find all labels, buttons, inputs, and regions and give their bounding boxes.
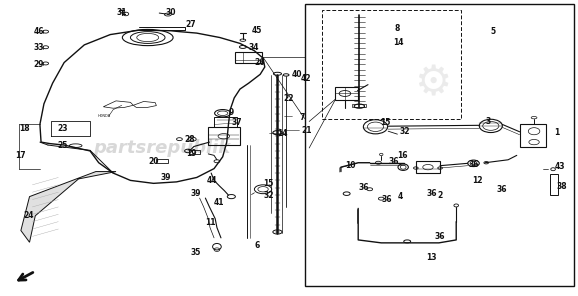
- Text: 1: 1: [554, 128, 560, 137]
- Text: 45: 45: [251, 26, 262, 35]
- Text: 36: 36: [469, 160, 479, 169]
- Text: 2: 2: [438, 191, 443, 200]
- Text: 5: 5: [491, 27, 496, 36]
- Text: 27: 27: [185, 20, 196, 29]
- Text: HONDA: HONDA: [98, 114, 111, 118]
- Text: 15: 15: [264, 179, 274, 189]
- Text: 39: 39: [191, 189, 202, 198]
- Text: 3: 3: [485, 117, 490, 126]
- Text: 42: 42: [301, 74, 311, 83]
- Bar: [208, 127, 240, 145]
- Text: 26: 26: [254, 58, 265, 67]
- Text: 12: 12: [472, 176, 483, 185]
- Text: 37: 37: [231, 118, 242, 128]
- Text: 6: 6: [254, 241, 260, 250]
- Text: 28: 28: [184, 135, 195, 144]
- Text: 8: 8: [395, 24, 400, 33]
- Text: 16: 16: [398, 151, 408, 160]
- Text: 17: 17: [15, 151, 26, 160]
- Text: 41: 41: [214, 198, 224, 207]
- Text: 11: 11: [205, 218, 216, 227]
- Text: 10: 10: [346, 161, 356, 170]
- Text: 34: 34: [249, 43, 259, 52]
- Text: 32: 32: [400, 127, 410, 136]
- Text: partsrepublik: partsrepublik: [94, 139, 231, 157]
- Text: 32: 32: [264, 191, 274, 200]
- Text: 23: 23: [57, 124, 68, 133]
- Bar: [214, 117, 237, 127]
- Text: 4: 4: [398, 192, 403, 201]
- Text: 29: 29: [34, 59, 44, 69]
- Bar: [520, 124, 546, 147]
- Text: 36: 36: [434, 232, 445, 241]
- Text: 7: 7: [299, 112, 305, 122]
- Text: 30: 30: [165, 8, 176, 17]
- Text: 43: 43: [554, 162, 565, 171]
- Text: ⚙: ⚙: [414, 62, 452, 104]
- Bar: [335, 87, 358, 100]
- Text: 14: 14: [393, 38, 403, 47]
- Text: 31: 31: [116, 8, 127, 17]
- Text: 36: 36: [381, 195, 392, 204]
- Bar: [157, 159, 168, 163]
- Text: 46: 46: [34, 27, 44, 36]
- Text: 13: 13: [426, 252, 437, 261]
- Text: 35: 35: [191, 248, 201, 257]
- Bar: [416, 161, 440, 173]
- Text: 22: 22: [283, 94, 294, 103]
- Bar: [189, 150, 199, 155]
- Text: 9: 9: [228, 108, 234, 117]
- Text: 33: 33: [34, 43, 44, 52]
- Bar: [235, 52, 262, 62]
- Text: 39: 39: [161, 173, 172, 182]
- Text: 38: 38: [557, 182, 567, 192]
- Text: 14: 14: [277, 129, 288, 138]
- Text: 36: 36: [497, 185, 507, 194]
- Bar: [305, 4, 575, 287]
- Text: 36: 36: [426, 189, 437, 198]
- Text: 44: 44: [207, 176, 218, 185]
- Bar: [550, 174, 558, 195]
- Text: 21: 21: [302, 126, 312, 135]
- Bar: [353, 104, 366, 107]
- Polygon shape: [21, 172, 116, 242]
- Text: 40: 40: [292, 70, 302, 79]
- Text: 18: 18: [19, 124, 30, 133]
- Text: 36: 36: [358, 183, 369, 192]
- Bar: [323, 9, 461, 118]
- Text: 15: 15: [380, 118, 391, 128]
- Text: 19: 19: [186, 149, 197, 158]
- Text: 24: 24: [24, 211, 34, 220]
- Text: 20: 20: [149, 157, 159, 166]
- Text: 25: 25: [57, 141, 68, 149]
- Text: 36: 36: [388, 157, 399, 166]
